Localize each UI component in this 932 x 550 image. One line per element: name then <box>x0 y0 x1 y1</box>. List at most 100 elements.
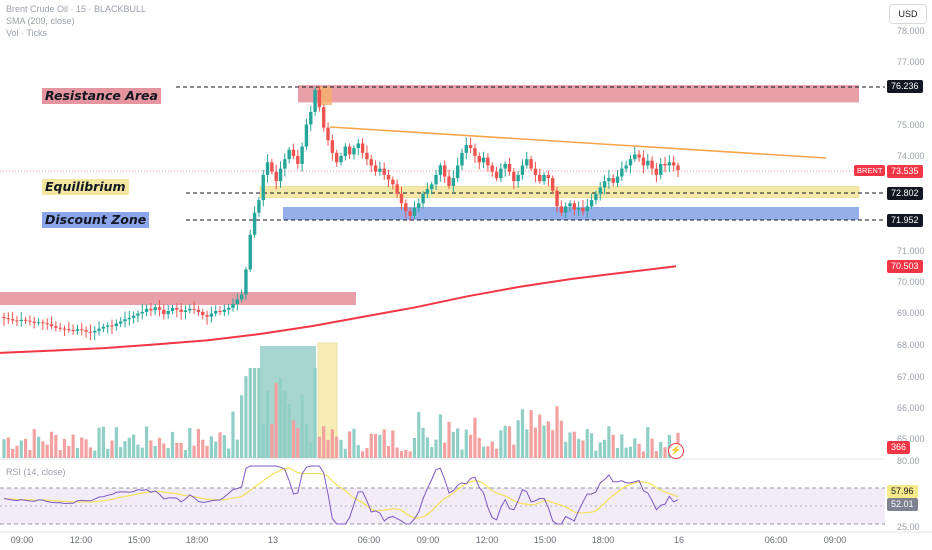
volume-bar <box>585 429 589 458</box>
volume-bar <box>395 447 399 458</box>
volume-bar <box>58 450 62 458</box>
volume-bar <box>244 376 248 458</box>
candle <box>214 310 218 314</box>
volume-bar <box>106 448 110 458</box>
candle <box>15 320 19 322</box>
candle <box>620 168 624 177</box>
volume-bar <box>257 368 261 458</box>
volume-bar <box>646 427 650 458</box>
volume-bar <box>490 441 494 458</box>
volume-bar <box>343 448 347 458</box>
candle <box>114 323 119 327</box>
candle <box>611 178 615 183</box>
candle <box>6 318 11 320</box>
volume-bar <box>248 368 252 458</box>
candle <box>58 327 62 329</box>
candle <box>589 200 594 207</box>
volume-bar <box>218 432 222 458</box>
y-tick: 75.000 <box>897 120 925 130</box>
candle <box>551 178 555 191</box>
candle <box>555 190 559 207</box>
candle <box>75 329 80 331</box>
rsi-legend[interactable]: RSI (14, close) <box>6 467 66 477</box>
volume-bar <box>512 444 516 458</box>
discount-zone-label[interactable]: Discount Zone <box>42 212 150 228</box>
candle <box>101 326 106 329</box>
candle <box>218 310 222 312</box>
volume-bar <box>391 430 395 458</box>
volume-bar <box>54 434 58 458</box>
candle <box>88 331 93 333</box>
rsi-value-tag: 52.01 <box>887 498 918 511</box>
candle <box>222 309 227 312</box>
replay-lightning-icon[interactable]: ⚡ <box>668 443 684 459</box>
volume-bar <box>572 431 576 458</box>
volume-bar <box>326 440 330 458</box>
candle <box>486 157 490 166</box>
volume-bar <box>252 368 257 458</box>
volume-bar <box>45 444 49 458</box>
candle <box>97 328 101 331</box>
sma-price-tag: 70.503 <box>887 260 923 273</box>
candle <box>54 326 58 328</box>
candle <box>503 163 507 169</box>
candle <box>252 212 257 235</box>
candle <box>334 152 339 163</box>
volume-bar <box>24 438 28 458</box>
volume-bar <box>93 450 97 458</box>
candle <box>499 168 503 179</box>
x-tick: 06:00 <box>764 535 788 545</box>
resistance-area-label[interactable]: Resistance Area <box>42 88 161 104</box>
volume-bar <box>335 436 339 458</box>
volume-bar <box>75 447 80 458</box>
volume-bar <box>507 426 512 458</box>
x-tick: 18:00 <box>185 535 209 545</box>
volume-bar <box>477 437 481 458</box>
volume-bar <box>214 441 218 458</box>
sma-legend[interactable]: SMA (209, close) <box>6 16 75 26</box>
volume-bar <box>499 430 503 458</box>
candle <box>67 329 71 331</box>
candle <box>175 307 179 310</box>
volume-legend[interactable]: Vol · Ticks <box>6 28 48 38</box>
volume-bar <box>602 439 607 458</box>
volume-bar <box>628 446 633 458</box>
candle <box>412 207 417 216</box>
candle <box>304 124 309 147</box>
candle <box>343 146 348 156</box>
volume-bar <box>456 428 460 458</box>
candle <box>464 144 468 153</box>
currency-button[interactable]: USD <box>889 4 927 24</box>
candle <box>265 162 270 175</box>
equilibrium-label[interactable]: Equilibrium <box>42 179 129 195</box>
candle <box>663 163 667 166</box>
volume-bar <box>356 445 360 458</box>
volume-bar <box>270 424 274 458</box>
candle <box>2 316 6 319</box>
volume-bar <box>348 431 352 458</box>
candle <box>235 299 240 305</box>
volume-bar <box>80 437 84 458</box>
candle <box>201 311 205 316</box>
volume-bar <box>447 421 451 458</box>
y-tick: 78.000 <box>897 26 925 36</box>
candle <box>309 111 313 125</box>
volume-bar <box>162 443 166 458</box>
candle <box>568 203 572 207</box>
symbol-legend[interactable]: Brent Crude Oil · 15 · BLACKBULL <box>6 4 147 14</box>
volume-bar <box>175 442 179 458</box>
volume-bar <box>240 395 244 458</box>
candle <box>157 307 162 310</box>
volume-bar <box>304 424 309 458</box>
volume-bar <box>170 431 175 458</box>
candle <box>481 157 486 163</box>
x-tick: 16 <box>673 535 685 545</box>
volume-bar <box>153 445 157 458</box>
candle <box>127 317 131 320</box>
candle <box>41 322 45 324</box>
y-tick: 77.000 <box>897 57 925 67</box>
volume-bar <box>594 450 598 458</box>
resistance-price-tag: 76.236 <box>887 80 923 93</box>
volume-bar <box>222 435 226 458</box>
